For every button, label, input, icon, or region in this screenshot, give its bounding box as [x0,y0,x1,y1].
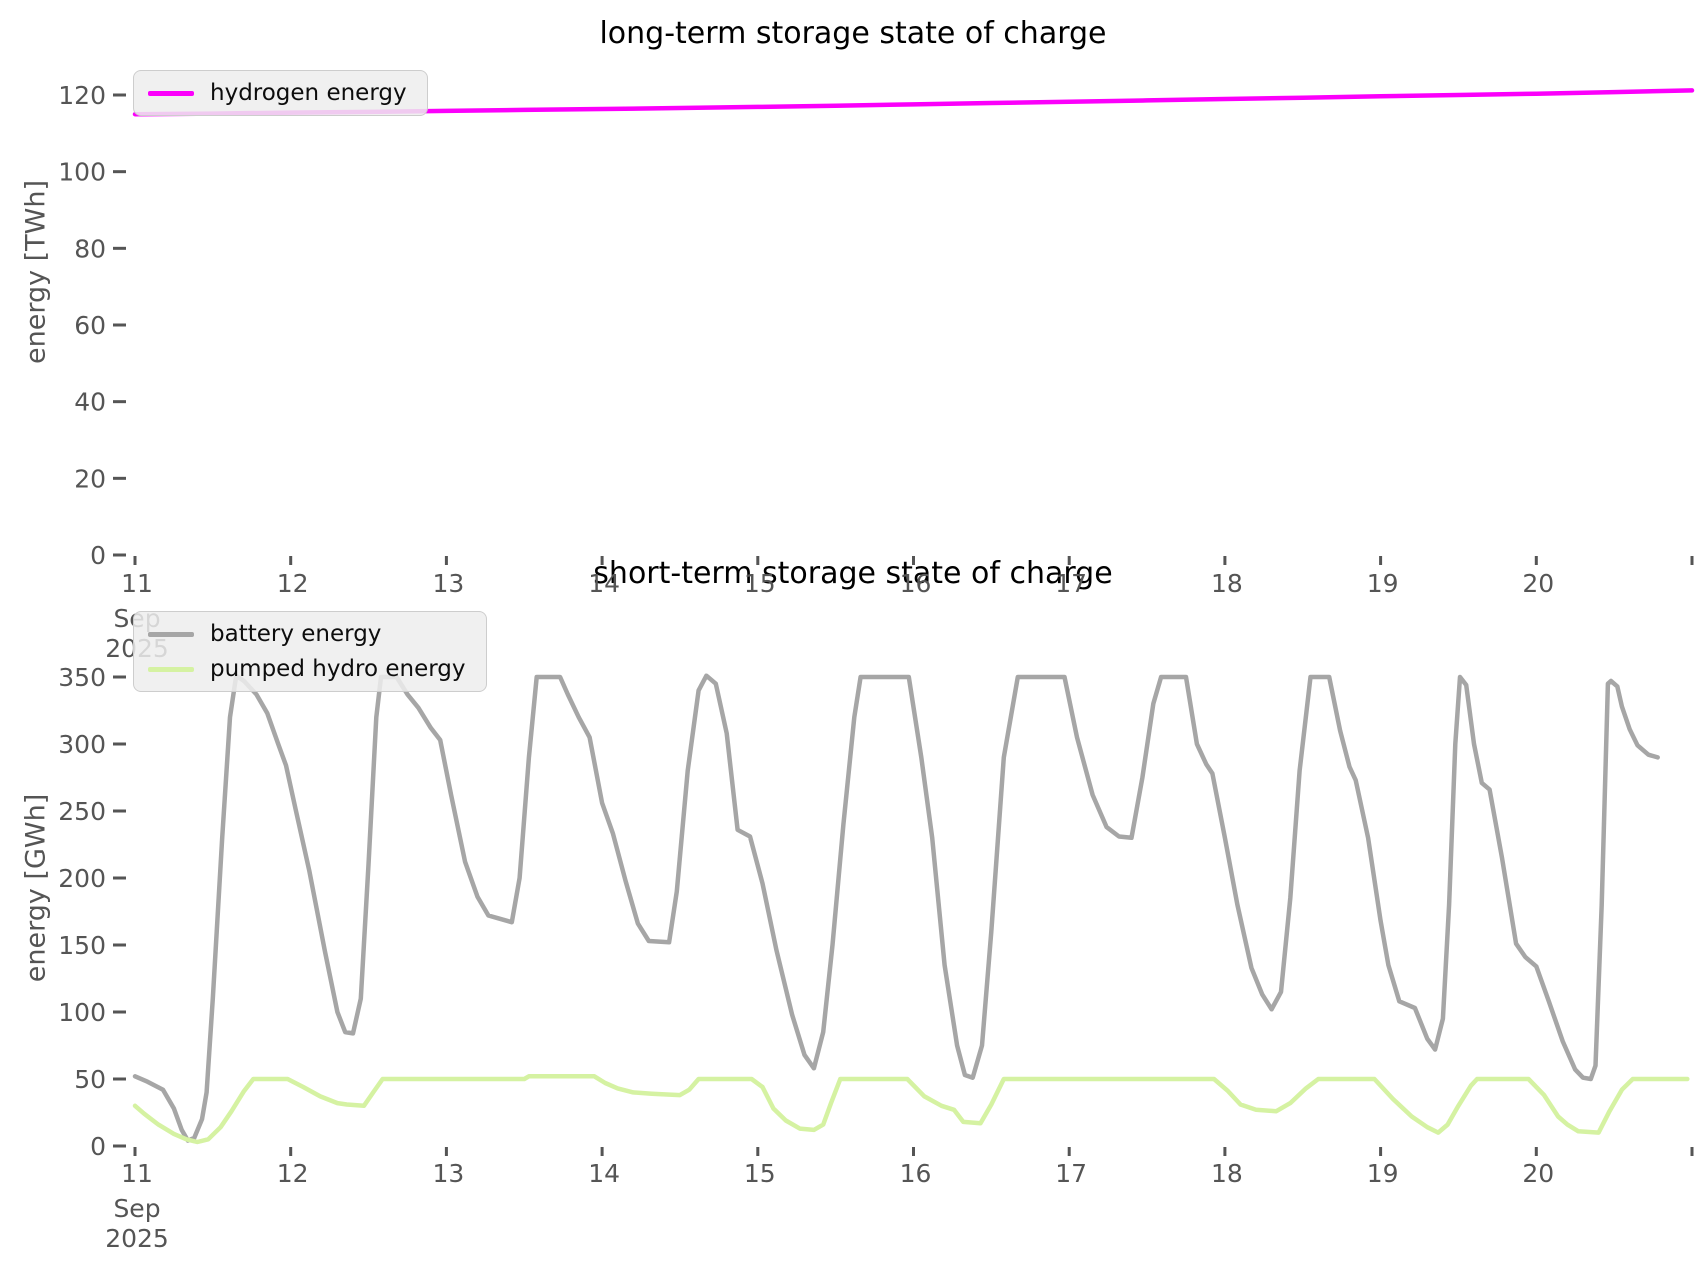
x-tick-label: 15 [744,569,776,598]
x-axis-sub-label: Sep [113,1194,160,1223]
x-tick-label: 14 [588,569,620,598]
x-tick-label: 20 [1522,1159,1554,1188]
y-tick-label: 120 [58,81,106,110]
x-tick-label: 12 [277,569,309,598]
y-tick-label: 80 [74,234,106,263]
y-tick-label: 0 [90,1132,106,1161]
legend-label-hydrogen: hydrogen energy [210,80,407,106]
x-tick-label: 18 [1211,1159,1243,1188]
x-tick-label: 16 [900,569,932,598]
y-tick-label: 0 [90,541,106,570]
x-tick-label: 19 [1367,569,1399,598]
y-tick-label: 20 [74,464,106,493]
x-tick-label: 11 [121,1159,153,1188]
x-tick-label: 12 [277,1159,309,1188]
legend-label-pumped-hydro: pumped hydro energy [210,656,466,682]
battery-energy-line [132,673,1660,1143]
y-tick-label: 200 [58,864,106,893]
x-tick-label: 17 [1055,1159,1087,1188]
x-tick-label: 16 [900,1159,932,1188]
bottom-legend: battery energy pumped hydro energy [133,611,487,692]
legend-label-battery: battery energy [210,621,382,647]
x-tick-label: 18 [1211,569,1243,598]
y-tick-label: 150 [58,931,106,960]
legend-entry-hydrogen: hydrogen energy [148,80,407,106]
y-tick-label: 40 [74,388,106,417]
pumped-hydro-line-swatch [148,666,194,672]
legend-entry-pumped-hydro: pumped hydro energy [148,656,466,682]
battery-line-swatch [148,631,194,637]
legend-entry-battery: battery energy [148,621,466,647]
x-tick-label: 19 [1367,1159,1399,1188]
y-tick-label: 250 [58,797,106,826]
hydrogen-line-swatch [148,90,194,96]
y-tick-label: 100 [58,998,106,1027]
x-tick-label: 14 [588,1159,620,1188]
bottom-chart-title: short-term storage state of charge [593,556,1113,591]
y-tick-label: 100 [58,158,106,187]
x-tick-label: 13 [432,569,464,598]
pumped-hydro-energy-line [132,1074,1690,1145]
top-legend: hydrogen energy [133,70,428,116]
y-tick-label: 60 [74,311,106,340]
y-tick-label: 350 [58,663,106,692]
x-tick-label: 20 [1522,569,1554,598]
x-tick-label: 13 [432,1159,464,1188]
x-axis-sub-label: 2025 [105,1224,169,1253]
y-tick-label: 300 [58,730,106,759]
top-chart-title: long-term storage state of charge [599,16,1107,51]
x-tick-label: 11 [121,569,153,598]
x-tick-label: 15 [744,1159,776,1188]
y-tick-label: 50 [74,1065,106,1094]
x-tick-label: 17 [1055,569,1087,598]
